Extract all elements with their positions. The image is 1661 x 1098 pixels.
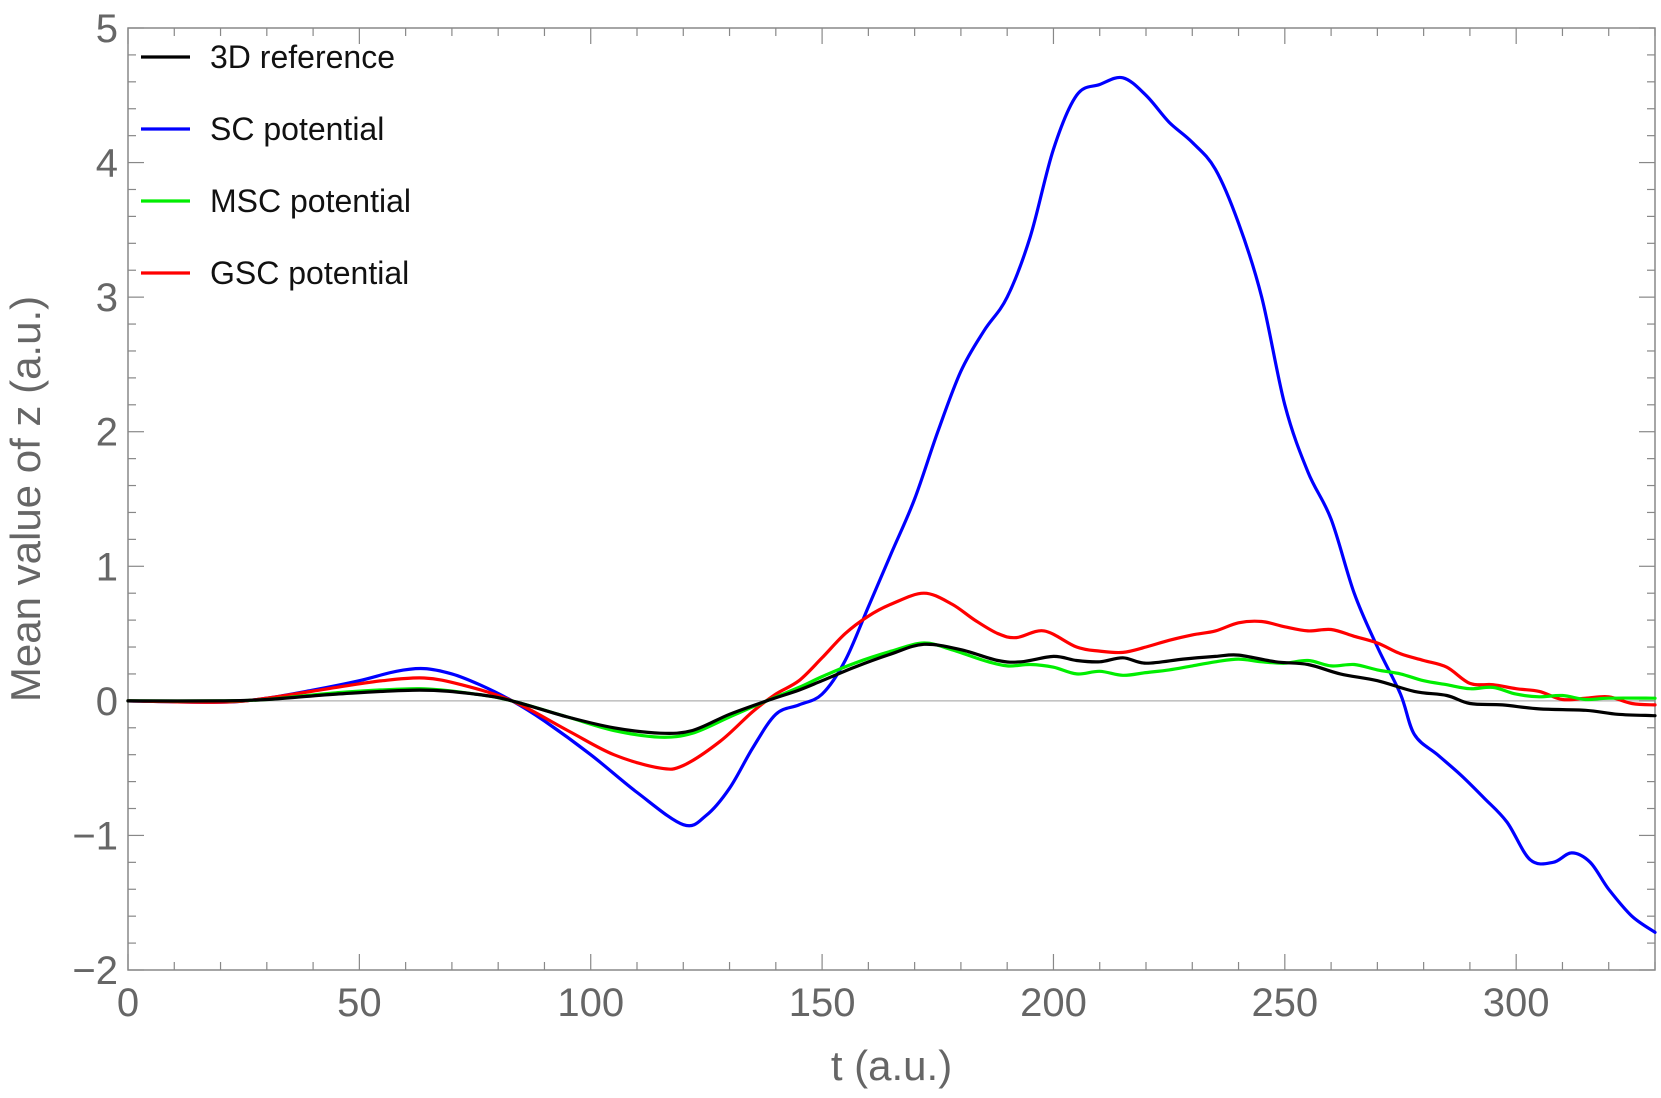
x-tick-label: 0 [117, 981, 139, 1025]
legend-label-msc-potential: MSC potential [210, 183, 411, 219]
x-tick-label: 150 [789, 981, 856, 1025]
y-tick-label: 5 [96, 7, 118, 51]
x-tick-label: 200 [1020, 981, 1087, 1025]
series-lines [126, 75, 1657, 934]
legend: 3D reference SC potential MSC potential GSC… [141, 39, 411, 291]
series-line-3d-reference [126, 642, 1657, 735]
series-line-msc-potential [126, 641, 1657, 739]
y-tick-label: 3 [96, 276, 118, 320]
y-axis-label: Mean value of z (a.u.) [2, 296, 49, 702]
plot-border [127, 27, 1656, 971]
plot-frame [127, 27, 1656, 971]
legend-label-gsc-potential: GSC potential [210, 255, 409, 291]
x-axis-ticks: 0 50 100 150 200 250 300 [117, 28, 1656, 1025]
x-tick-label: 50 [337, 981, 382, 1025]
x-tick-label: 100 [557, 981, 624, 1025]
y-tick-label: 2 [96, 411, 118, 455]
y-tick-label: −2 [72, 949, 118, 993]
legend-label-3d-reference: 3D reference [210, 39, 395, 75]
x-axis-label: t (a.u.) [831, 1042, 952, 1089]
y-axis-ticks: −2 −1 0 1 2 3 4 5 [72, 7, 1655, 993]
series-line-gsc-potential [126, 591, 1657, 771]
y-tick-label: −1 [72, 814, 118, 858]
y-tick-label: 0 [96, 680, 118, 724]
legend-label-sc-potential: SC potential [210, 111, 384, 147]
y-tick-label: 4 [96, 142, 118, 186]
y-tick-label: 1 [96, 545, 118, 589]
x-tick-label: 250 [1251, 981, 1318, 1025]
x-tick-label: 300 [1483, 981, 1550, 1025]
